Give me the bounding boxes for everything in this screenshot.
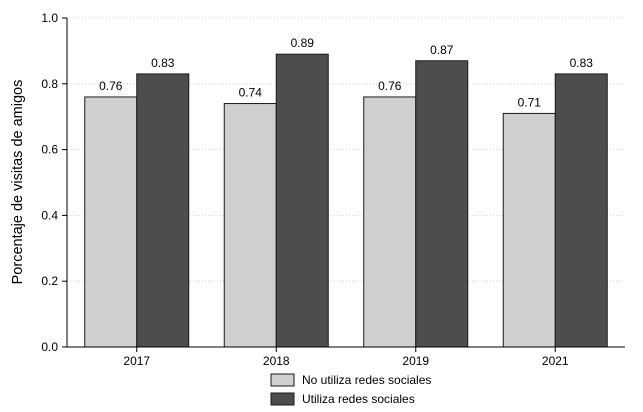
x-axis-ticks: 2017 2018 2019 2021 [123, 347, 569, 368]
y-axis-ticks: 0.0 0.2 0.4 0.6 0.8 1.0 [41, 11, 67, 354]
y-tick-label: 1.0 [41, 11, 58, 25]
x-tick-label: 2019 [402, 354, 429, 368]
legend-swatch [270, 373, 295, 387]
data-label: 0.76 [99, 79, 123, 93]
data-label: 0.76 [378, 79, 402, 93]
axes [66, 18, 625, 348]
bar-2017-series-2 [136, 73, 190, 348]
y-tick-label: 0.4 [41, 208, 58, 222]
data-label: 0.74 [239, 86, 263, 100]
x-tick-label: 2018 [263, 354, 290, 368]
y-axis-title: Porcentaje de visitas de amigos [10, 80, 26, 285]
data-label: 0.89 [291, 36, 315, 50]
data-label: 0.83 [151, 56, 175, 70]
data-label: 0.83 [570, 56, 594, 70]
legend-label: No utiliza redes sociales [302, 373, 431, 387]
bars [84, 53, 608, 348]
legend-swatch [270, 392, 295, 406]
x-tick-label: 2021 [542, 354, 569, 368]
bar-2019-series-1 [363, 96, 417, 348]
bar-2021-series-2 [554, 73, 608, 348]
data-label: 0.87 [430, 43, 454, 57]
x-tick-label: 2017 [123, 354, 150, 368]
y-tick-label: 0.2 [41, 274, 58, 288]
bar-2021-series-1 [502, 112, 556, 348]
legend: No utiliza redes sociales Utiliza redes s… [270, 373, 431, 406]
data-labels: 0.76 0.83 0.74 0.89 0.76 0.87 0.71 0.83 [99, 36, 593, 109]
y-tick-label: 0.0 [41, 340, 58, 354]
y-tick-label: 0.6 [41, 143, 58, 157]
bar-2018-series-2 [275, 53, 329, 348]
bar-2018-series-1 [223, 103, 277, 348]
data-label: 0.71 [518, 95, 542, 109]
y-tick-label: 0.8 [41, 77, 58, 91]
bar-2017-series-1 [84, 96, 138, 348]
legend-label: Utiliza redes sociales [302, 392, 415, 406]
bar-2019-series-2 [415, 60, 469, 348]
